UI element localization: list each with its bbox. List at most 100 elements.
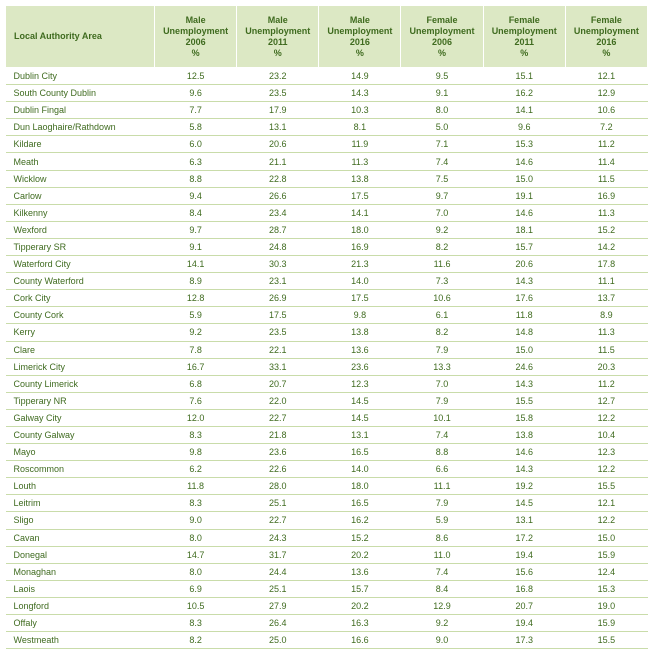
- table-row: Offaly 8.3 26.4 16.3 9.2 19.4 15.9: [5, 614, 648, 633]
- value-cell: 17.5: [318, 289, 401, 308]
- value-cell: 12.9: [565, 84, 648, 103]
- value-cell: 30.3: [236, 255, 319, 274]
- table-row: Sligo 9.0 22.7 16.2 5.9 13.1 12.2: [5, 511, 648, 530]
- value-cell: 7.2: [565, 118, 648, 137]
- value-cell: 8.3: [154, 614, 237, 633]
- area-cell: Donegal: [5, 546, 155, 564]
- value-cell: 15.6: [483, 563, 566, 581]
- value-cell: 14.1: [483, 101, 566, 120]
- table-row: Leitrim 8.3 25.1 16.5 7.9 14.5 12.1: [5, 494, 648, 513]
- value-cell: 14.2: [565, 238, 648, 257]
- value-cell: 8.4: [400, 580, 484, 598]
- value-cell: 26.6: [236, 187, 319, 205]
- area-cell: Tipperary SR: [5, 238, 155, 257]
- value-cell: 12.3: [565, 443, 648, 462]
- value-cell: 20.3: [565, 358, 648, 376]
- value-cell: 22.6: [236, 460, 319, 479]
- value-cell: 14.3: [483, 272, 566, 291]
- header-line: 2011: [514, 36, 534, 47]
- value-cell: 15.0: [483, 170, 566, 188]
- table-header: Local Authority Area Male Unemployment 200…: [5, 5, 649, 68]
- value-cell: 11.9: [318, 135, 401, 154]
- value-cell: 7.3: [400, 272, 484, 291]
- value-cell: 8.9: [154, 272, 237, 291]
- header-line: Female: [590, 14, 622, 25]
- value-cell: 16.2: [483, 84, 566, 103]
- header-cell: Male Unemployment 2016%: [318, 5, 402, 68]
- header-cell: Male Unemployment 2006%: [153, 5, 238, 68]
- table-row: County Waterford 8.9 23.1 14.0 7.3 14.3 11.1: [5, 272, 648, 291]
- value-cell: 6.1: [400, 306, 484, 325]
- area-cell: Kilkenny: [5, 204, 155, 222]
- value-cell: 13.8: [318, 170, 401, 188]
- value-cell: 23.6: [318, 358, 401, 376]
- value-cell: 10.3: [318, 101, 401, 120]
- value-cell: 6.2: [154, 460, 237, 479]
- area-cell: Laois: [5, 580, 155, 598]
- header-cell: Local Authority Area: [5, 5, 155, 68]
- table-row: Tipperary SR 9.1 24.8 16.9 8.2 15.7 14.2: [5, 238, 648, 257]
- table-row: Cavan 8.0 24.3 15.2 8.6 17.2 15.0: [5, 529, 648, 547]
- value-cell: 25.0: [236, 631, 319, 649]
- value-cell: 11.8: [154, 477, 237, 496]
- value-cell: 11.0: [400, 546, 484, 564]
- value-cell: 12.2: [565, 409, 648, 427]
- value-cell: 15.5: [565, 477, 648, 496]
- value-cell: 12.0: [154, 409, 237, 427]
- value-cell: 15.2: [565, 221, 648, 239]
- value-cell: 13.1: [236, 118, 319, 137]
- value-cell: 16.9: [565, 187, 648, 205]
- value-cell: 13.7: [565, 289, 648, 308]
- value-cell: 6.6: [400, 460, 484, 479]
- header-row: Local Authority Area Male Unemployment 200…: [5, 5, 649, 68]
- area-cell: Wicklow: [5, 170, 155, 188]
- value-cell: 14.1: [318, 204, 401, 222]
- value-cell: 9.2: [154, 323, 237, 342]
- value-cell: 19.2: [483, 477, 566, 496]
- area-cell: Dun Laoghaire/Rathdown: [5, 118, 155, 137]
- value-cell: 19.1: [483, 187, 566, 205]
- value-cell: 13.3: [400, 358, 484, 376]
- value-cell: 9.7: [400, 187, 484, 205]
- value-cell: 17.9: [236, 101, 319, 120]
- value-cell: 14.3: [483, 375, 566, 393]
- value-cell: 14.1: [154, 255, 237, 274]
- value-cell: 14.9: [318, 67, 401, 86]
- area-cell: Dublin Fingal: [5, 101, 155, 120]
- value-cell: 22.7: [236, 511, 319, 530]
- value-cell: 14.0: [318, 460, 401, 479]
- table-row: County Cork 5.9 17.5 9.8 6.1 11.8 8.9: [5, 306, 648, 325]
- value-cell: 23.2: [236, 67, 319, 86]
- area-cell: Offaly: [5, 614, 155, 633]
- value-cell: 15.5: [483, 392, 566, 410]
- value-cell: 13.6: [318, 341, 401, 359]
- value-cell: 20.7: [236, 375, 319, 393]
- value-cell: 16.5: [318, 494, 401, 513]
- value-cell: 9.0: [154, 511, 237, 530]
- value-cell: 15.9: [565, 546, 648, 564]
- value-cell: 8.3: [154, 494, 237, 513]
- value-cell: 10.6: [565, 101, 648, 120]
- area-cell: County Cork: [5, 306, 155, 325]
- value-cell: 8.1: [318, 118, 401, 137]
- value-cell: 14.5: [318, 409, 401, 427]
- value-cell: 25.1: [236, 494, 319, 513]
- value-cell: 8.3: [154, 426, 237, 445]
- value-cell: 7.0: [400, 204, 484, 222]
- header-line: %: [273, 47, 282, 58]
- value-cell: 8.2: [400, 323, 484, 342]
- area-cell: Roscommon: [5, 460, 155, 479]
- value-cell: 11.3: [565, 204, 648, 222]
- value-cell: 5.9: [400, 511, 484, 530]
- value-cell: 12.2: [565, 511, 648, 530]
- table-row: Kilkenny 8.4 23.4 14.1 7.0 14.6 11.3: [5, 204, 648, 222]
- value-cell: 7.4: [400, 426, 484, 445]
- area-cell: Mayo: [5, 443, 155, 462]
- value-cell: 7.6: [154, 392, 237, 410]
- value-cell: 22.0: [236, 392, 319, 410]
- value-cell: 18.1: [483, 221, 566, 239]
- value-cell: 13.8: [483, 426, 566, 445]
- value-cell: 12.7: [565, 392, 648, 410]
- area-cell: Meath: [5, 152, 155, 171]
- value-cell: 7.9: [400, 392, 484, 410]
